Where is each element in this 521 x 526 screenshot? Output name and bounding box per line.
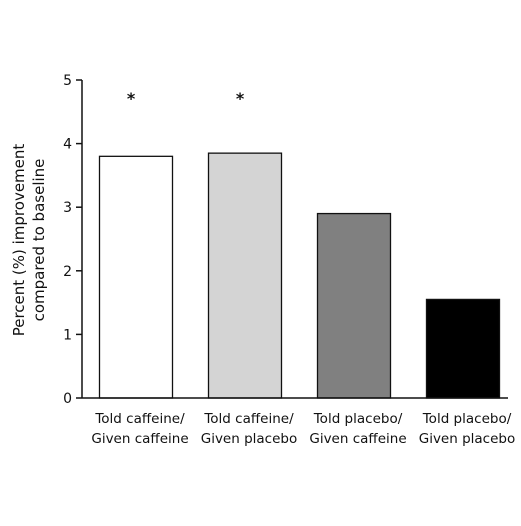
x-axis-category-labels: Told caffeine/Given caffeine Told caffein… — [91, 411, 515, 447]
y-tick-label-2: 2 — [63, 264, 72, 280]
significance-star-0: * — [127, 89, 136, 108]
bar-2 — [316, 212, 392, 399]
bar-1 — [207, 152, 283, 399]
y-tick-label-5: 5 — [63, 73, 72, 89]
significance-star-1: * — [236, 89, 245, 108]
significance-markers: * * — [127, 89, 245, 108]
y-tick-label-3: 3 — [63, 200, 72, 216]
y-tick-label-1: 1 — [63, 327, 72, 343]
y-axis-ticks: 0 1 2 3 4 5 — [63, 73, 82, 407]
category-label-1-line-2: Given placebo — [201, 431, 298, 447]
y-tick-label-4: 4 — [63, 137, 72, 153]
category-label-3-line-1: Told placebo/ — [422, 411, 512, 427]
category-label-2-line-1: Told placebo/ — [313, 411, 403, 427]
y-axis-label-line-2: compared to baseline — [30, 159, 48, 322]
category-label-1-line-1: Told caffeine/ — [203, 411, 294, 427]
category-label-3-line-2: Given placebo — [419, 431, 516, 447]
y-tick-label-0: 0 — [63, 391, 72, 407]
category-label-2-line-2: Given caffeine — [309, 431, 406, 447]
y-axis-label: Percent (%) improvement compared to base… — [10, 144, 48, 337]
category-label-0-line-2: Given caffeine — [91, 431, 188, 447]
bar-0 — [98, 155, 174, 399]
bars-group — [98, 152, 501, 399]
category-label-0-line-1: Told caffeine/ — [94, 411, 185, 427]
bar-3 — [425, 298, 501, 399]
y-axis-label-line-1: Percent (%) improvement — [10, 144, 28, 337]
